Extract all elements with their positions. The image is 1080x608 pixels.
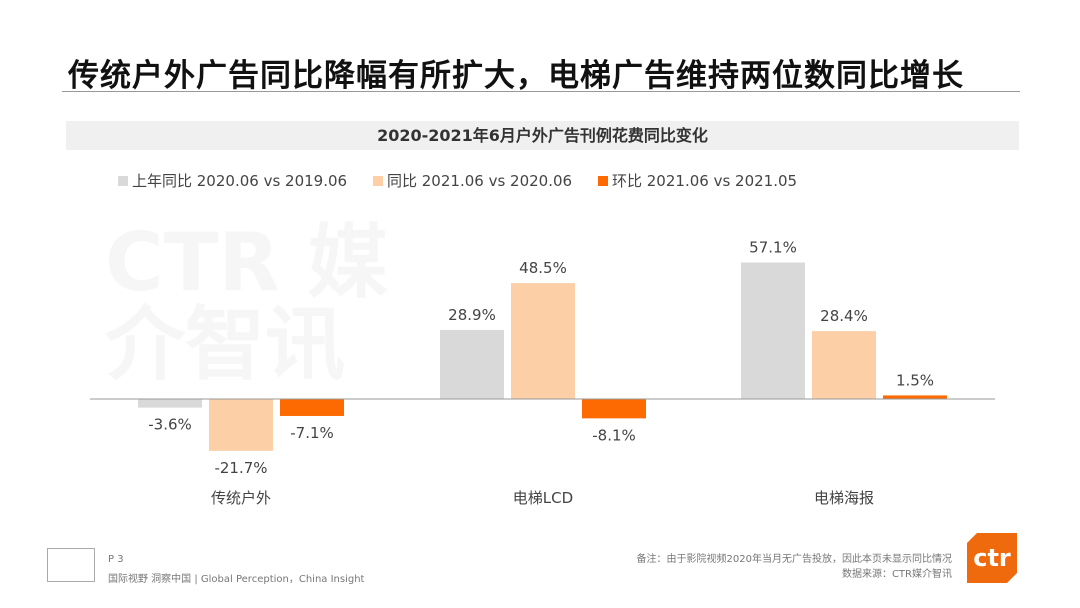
bar [280, 399, 344, 416]
bar [440, 329, 504, 399]
title-divider [62, 91, 1020, 92]
data-label: -21.7% [214, 459, 267, 477]
source: 数据来源：CTR媒介智讯 [841, 569, 952, 580]
bar [209, 399, 273, 451]
legend-swatch [598, 175, 608, 186]
legend-item-2: 同比 2021.06 vs 2020.06 [373, 170, 572, 191]
legend-item-3: 环比 2021.06 vs 2021.05 [598, 170, 797, 191]
data-label: -7.1% [290, 424, 334, 442]
bar [741, 262, 805, 399]
page-number: P 3 [108, 554, 124, 565]
legend-swatch [118, 175, 128, 186]
bar [582, 399, 646, 419]
legend-label: 同比 2021.06 vs 2020.06 [387, 172, 573, 190]
watermark: CTR 媒介智讯 [105, 216, 388, 391]
data-label: 48.5% [519, 259, 567, 277]
legend-item-1: 上年同比 2020.06 vs 2019.06 [118, 170, 347, 191]
bar [138, 399, 202, 408]
chart-title: 2020-2021年6月户外广告刊例花费同比变化 [66, 121, 1019, 150]
footnote: 备注：由于影院视频2020年当月无广告投放，因此本页未显示同比情况 [636, 554, 952, 565]
data-label: -3.6% [148, 416, 192, 434]
bar [511, 283, 575, 399]
data-label: 28.4% [820, 307, 868, 325]
certification-seal [47, 548, 95, 582]
data-label: 1.5% [896, 371, 934, 389]
data-label: -8.1% [592, 426, 636, 444]
legend-swatch [373, 175, 383, 186]
legend-label: 上年同比 2020.06 vs 2019.06 [132, 172, 348, 190]
legend-label: 环比 2021.06 vs 2021.05 [612, 172, 798, 190]
bar [812, 331, 876, 399]
data-label: 57.1% [749, 239, 797, 257]
category-label: 传统户外 [211, 489, 271, 507]
category-label: 电梯海报 [814, 489, 874, 507]
ctr-logo: ctr [967, 533, 1017, 583]
data-label: 28.9% [448, 306, 496, 324]
category-label: 电梯LCD [513, 489, 573, 507]
page-title: 传统户外广告同比降幅有所扩大，电梯广告维持两位数同比增长 [68, 58, 964, 94]
bar [883, 395, 947, 399]
slogan: 国际视野 洞察中国 | Global Perception，China Insi… [108, 574, 365, 585]
